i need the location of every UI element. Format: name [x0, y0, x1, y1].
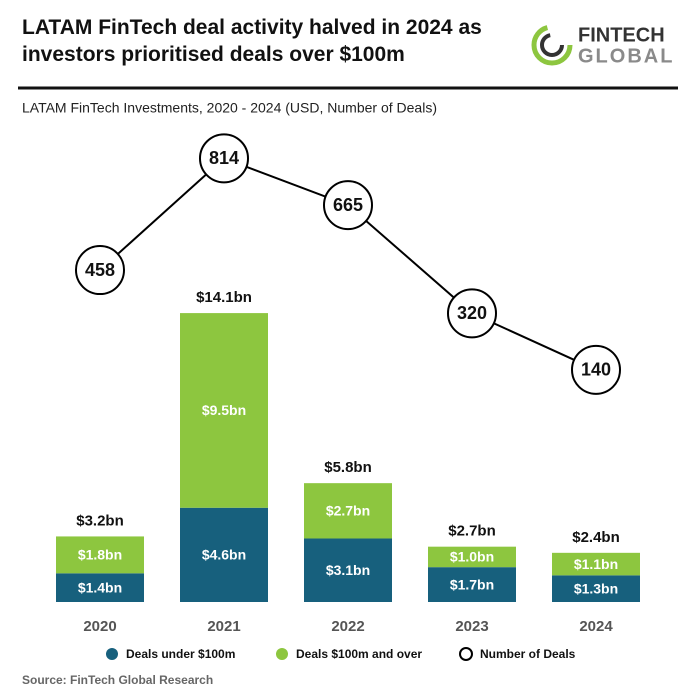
value-label: $1.1bn: [574, 556, 618, 572]
point-label: 458: [85, 260, 115, 280]
legend-marker: [276, 648, 288, 660]
total-label: $3.2bn: [76, 512, 124, 529]
point: [199, 133, 249, 184]
x-tick-label: 2023: [455, 618, 488, 635]
bar-segment: [428, 567, 516, 602]
bar-segment: [552, 552, 640, 576]
bar-segment: [304, 483, 392, 539]
legend-label: Number of Deals: [480, 647, 576, 661]
legend-marker: [459, 647, 473, 661]
value-label: $9.5bn: [202, 402, 246, 418]
logo-text: GLOBAL: [578, 45, 674, 67]
bar-segment: [56, 536, 144, 574]
total-label: $14.1bn: [196, 289, 252, 306]
bar-segment: [180, 507, 268, 602]
point: [323, 180, 373, 231]
bar-segment: [428, 546, 516, 568]
x-tick-label: 2020: [83, 618, 116, 635]
legend-label: Deals under $100m: [126, 647, 235, 661]
point: [571, 344, 621, 395]
x-tick-label: 2022: [331, 618, 364, 635]
bar-segment: [56, 573, 144, 602]
bar-segment: [180, 313, 268, 508]
bar-segment: [304, 538, 392, 602]
logo-text: FINTECH: [578, 24, 665, 46]
value-label: $4.6bn: [202, 547, 246, 563]
x-tick-label: 2024: [579, 618, 613, 635]
value-label: $1.8bn: [78, 547, 122, 563]
point-label: 814: [209, 148, 239, 168]
legend-marker: [106, 648, 118, 660]
value-label: $1.4bn: [78, 579, 122, 595]
total-label: $2.7bn: [448, 523, 496, 540]
subtitle: LATAM FinTech Investments, 2020 - 2024 (…: [22, 100, 437, 116]
bar-segment: [552, 575, 640, 602]
point-label: 140: [581, 360, 611, 380]
total-label: $2.4bn: [572, 529, 620, 546]
value-label: $1.0bn: [450, 549, 494, 565]
value-label: $1.7bn: [450, 576, 494, 592]
point-label: 320: [457, 303, 487, 323]
point: [75, 245, 125, 296]
value-label: $1.3bn: [574, 580, 618, 596]
point-label: 665: [333, 195, 363, 215]
total-label: $5.8bn: [324, 459, 372, 476]
source: Source: FinTech Global Research: [22, 673, 213, 687]
logo: FINTECH GLOBAL: [531, 24, 674, 67]
chart-title: LATAM FinTech deal activity halved in 20…: [22, 16, 482, 66]
value-label: $3.1bn: [326, 562, 370, 578]
legend-label: Deals $100m and over: [296, 647, 422, 661]
point: [447, 288, 497, 339]
value-label: $2.7bn: [326, 503, 370, 519]
x-tick-label: 2021: [207, 618, 240, 635]
